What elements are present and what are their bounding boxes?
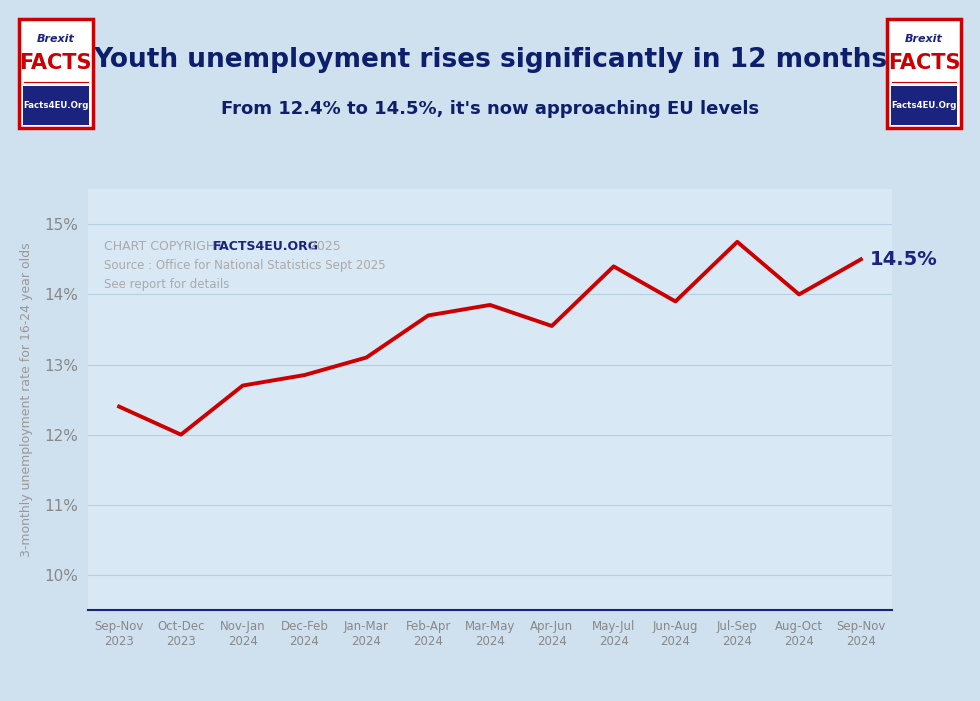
- Text: Brexit: Brexit: [37, 34, 74, 44]
- Text: CHART COPYRIGHT: CHART COPYRIGHT: [104, 240, 227, 253]
- Text: Facts4EU.Org: Facts4EU.Org: [892, 101, 956, 110]
- Text: Youth unemployment rises significantly in 12 months: Youth unemployment rises significantly i…: [93, 46, 887, 73]
- Text: 2025: 2025: [305, 240, 341, 253]
- Text: Facts4EU.Org: Facts4EU.Org: [24, 101, 88, 110]
- Text: Brexit: Brexit: [906, 34, 943, 44]
- Text: See report for details: See report for details: [104, 278, 229, 291]
- Text: 14.5%: 14.5%: [870, 250, 938, 269]
- Text: FACTS: FACTS: [20, 53, 92, 73]
- Text: From 12.4% to 14.5%, it's now approaching EU levels: From 12.4% to 14.5%, it's now approachin…: [220, 100, 760, 118]
- Text: FACTS: FACTS: [888, 53, 960, 73]
- Text: FACTS4EU.ORG: FACTS4EU.ORG: [213, 240, 318, 253]
- Text: Source : Office for National Statistics Sept 2025: Source : Office for National Statistics …: [104, 259, 386, 272]
- Y-axis label: 3-monthly unemployment rate for 16-24 year olds: 3-monthly unemployment rate for 16-24 ye…: [21, 243, 33, 557]
